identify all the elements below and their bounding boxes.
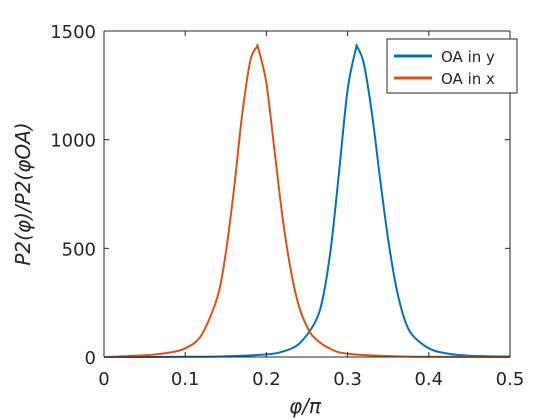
x-tick-label: 0.5 [496, 369, 525, 390]
x-tick-label: 0.3 [333, 369, 362, 390]
x-axis-label: φ/π [289, 394, 322, 418]
legend-label-oa-in-y: OA in y [441, 48, 495, 66]
x-tick-label: 0 [98, 369, 109, 390]
x-tick-label: 0.2 [252, 369, 281, 390]
y-tick-label: 500 [62, 239, 96, 260]
y-tick-label: 1500 [50, 22, 96, 43]
y-axis-label: P2(φ)/P2(φOA) [11, 122, 35, 265]
legend: OA in y OA in x [386, 38, 518, 94]
legend-box [386, 38, 518, 94]
axes-layer: 0 0.1 0.2 0.3 0.4 0.5 0 500 1000 1500 [50, 22, 524, 390]
x-tick-label: 0.1 [171, 369, 200, 390]
y-tick-label: 1000 [50, 131, 96, 152]
y-tick-label: 0 [85, 348, 96, 369]
series-line-oa-in-x [103, 43, 511, 358]
legend-label-oa-in-x: OA in x [441, 70, 495, 88]
x-tick-label: 0.4 [414, 369, 443, 390]
